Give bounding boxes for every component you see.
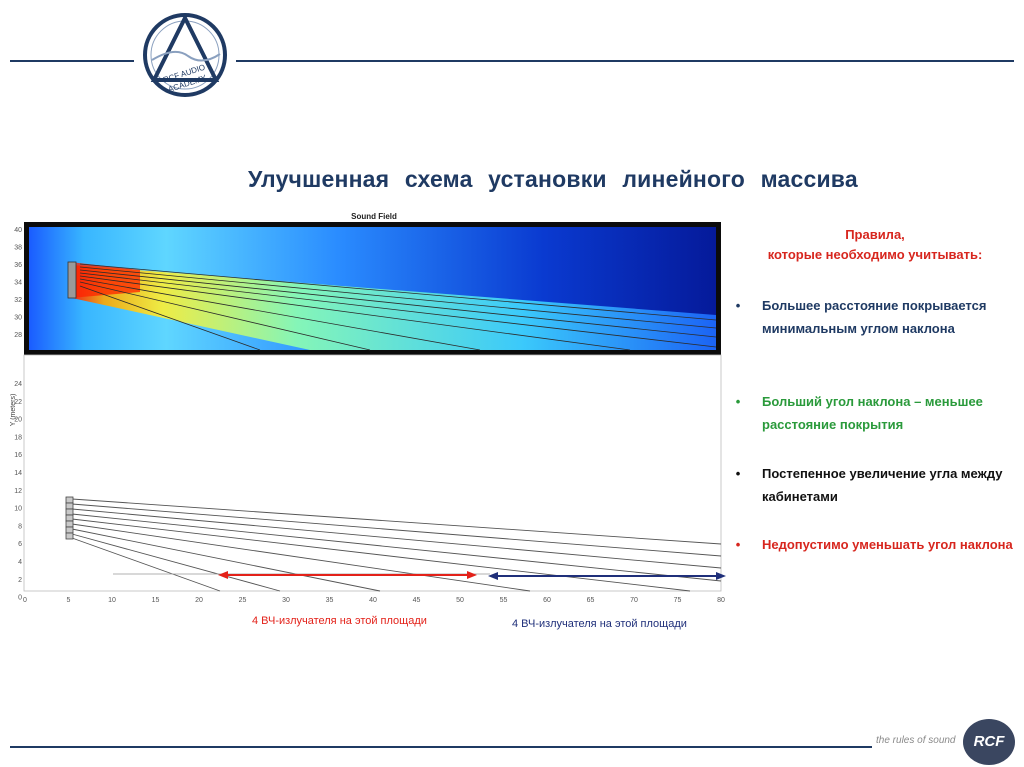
x-tick-label: 75 [674,597,682,604]
rule-item: • Большее расстояние покрывается минимал… [732,294,1022,340]
speaker-stack-lower [65,496,74,540]
footer-slogan: the rules of sound [876,735,956,746]
x-tick-label: 60 [543,597,551,604]
y-tick-label: 32 [14,297,22,304]
y-axis-label: Y (meters) [10,394,17,427]
x-tick-label: 35 [326,597,334,604]
chart-title: Sound Field [351,212,397,221]
bullet-icon: • [735,298,741,313]
y-tick-label: 16 [14,452,22,459]
blue-coverage-arrow [488,572,726,580]
bullet-icon: • [735,394,741,409]
rule-text: Недопустимо уменьшать угол наклона [762,537,1013,552]
rule-item: • Больший угол наклона – меньшее расстоя… [732,390,1022,436]
x-tick-label: 70 [630,597,638,604]
array-rays [71,498,722,592]
rule-text: Большее расстояние покрывается минимальн… [762,298,987,336]
x-tick-label: 45 [413,597,421,604]
x-tick-label: 15 [152,597,160,604]
y-tick-label: 40 [14,227,22,234]
rules-heading: Правила, которые необходимо учитывать: [732,225,1018,265]
rule-item: • Недопустимо уменьшать угол наклона [732,533,1022,556]
academy-logo: RCF AUDIO ACADEMY [143,13,227,97]
x-tick-label: 30 [282,597,290,604]
x-tick-label: 50 [456,597,464,604]
sound-field-rays [79,263,717,351]
x-tick-label: 65 [587,597,595,604]
red-coverage-arrow [218,571,477,579]
x-tick-label: 0 [23,597,27,604]
bullet-icon: • [735,466,741,481]
y-tick-label: 24 [14,381,22,388]
rule-item: • Постепенное увеличение угла между каби… [732,462,1022,508]
rule-text: Больший угол наклона – меньшее расстояни… [762,394,983,432]
y-tick-label: 28 [14,332,22,339]
caption-blue: 4 ВЧ-излучателя на этой площади [512,618,687,630]
y-tick-label: 6 [18,541,22,548]
y-tick-label: 2 [18,577,22,584]
sound-field-figure: Sound Field 4038363432302824222018161412… [10,212,726,604]
y-tick-label: 14 [14,470,22,477]
x-axis: 0 5 10 15 20 25 30 35 40 45 50 55 60 65 70 75 80 [23,597,725,604]
rule-text: Постепенное увеличение угла между кабине… [762,466,1003,504]
rules-heading-line1: Правила, [845,227,905,242]
y-tick-label: 8 [18,523,22,530]
header-rule-left [10,60,134,62]
slide-title: Улучшенная схема установки линейного мас… [248,166,858,192]
y-tick-label: 18 [14,434,22,441]
x-tick-label: 10 [108,597,116,604]
rules-heading-line2: которые необходимо учитывать: [767,247,983,262]
y-tick-label: 38 [14,245,22,252]
lower-plot-area [23,354,722,592]
x-tick-label: 20 [195,597,203,604]
x-tick-label: 25 [239,597,247,604]
caption-red: 4 ВЧ-излучателя на этой площади [252,615,427,627]
bullet-icon: • [735,537,741,552]
x-tick-label: 80 [717,597,725,604]
y-tick-label: 12 [14,488,22,495]
y-tick-label: 10 [14,506,22,513]
brand-logo: RCF [963,719,1015,765]
y-tick-label: 36 [14,262,22,269]
x-tick-label: 5 [67,597,71,604]
x-tick-label: 40 [369,597,377,604]
y-tick-label: 34 [14,280,22,287]
header-rule-right [236,60,1014,62]
y-tick-label: 4 [18,559,22,566]
y-tick-label: 0 [18,595,22,602]
y-tick-label: 22 [14,399,22,406]
x-tick-label: 55 [500,597,508,604]
speaker-stack-upper [67,261,77,299]
y-tick-label: 20 [14,417,22,424]
y-tick-label: 30 [14,315,22,322]
footer-rule [10,746,872,748]
